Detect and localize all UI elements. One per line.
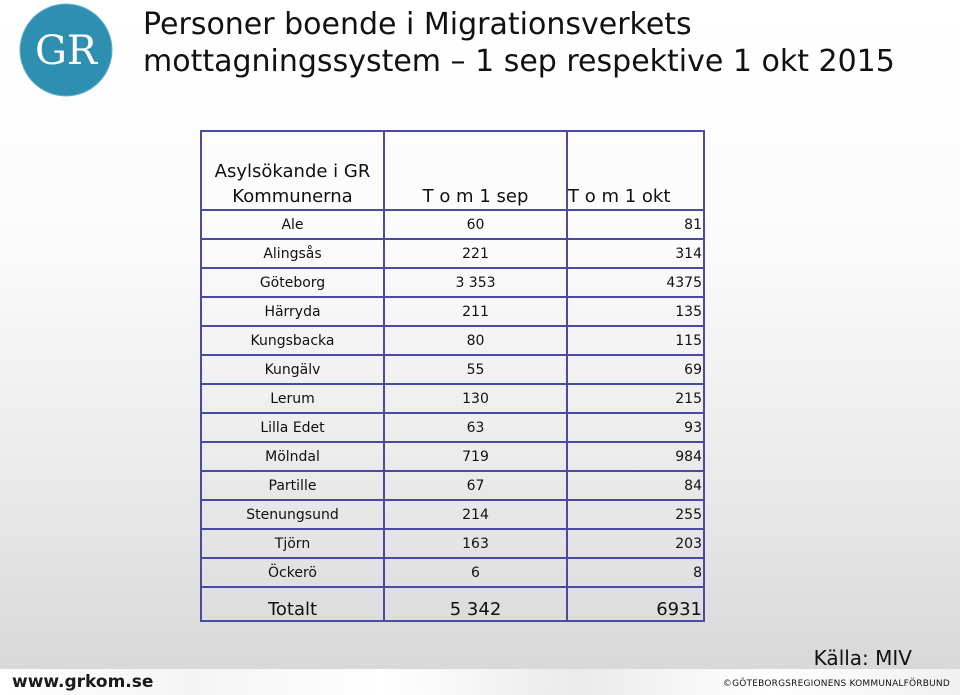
value-sep-cell: 6 — [383, 557, 568, 588]
table-row: Kungälv 55 69 — [200, 354, 705, 385]
column-header-okt: T o m 1 okt — [566, 130, 705, 211]
value-okt-cell: 203 — [566, 528, 705, 559]
value-sep-cell: 221 — [383, 238, 568, 269]
logo-text: GR — [35, 28, 99, 74]
value-okt-cell: 314 — [566, 238, 705, 269]
municipality-cell: Alingsås — [200, 238, 385, 269]
table-row: Härryda 211 135 — [200, 296, 705, 327]
page-title: Personer boende i Migrationsverkets mott… — [143, 7, 895, 79]
source-label: Källa: MIV — [813, 646, 912, 670]
total-row: Totalt 5 342 6931 — [200, 586, 705, 622]
value-okt-cell: 81 — [566, 209, 705, 240]
municipality-cell: Härryda — [200, 296, 385, 327]
table-row: Öckerö 6 8 — [200, 557, 705, 588]
value-okt-cell: 115 — [566, 325, 705, 356]
value-okt-cell: 215 — [566, 383, 705, 414]
table-row: Mölndal 719 984 — [200, 441, 705, 472]
value-okt-cell: 984 — [566, 441, 705, 472]
municipality-cell: Göteborg — [200, 267, 385, 298]
footer-bar: www.grkom.se ©GÖTEBORGSREGIONENS KOMMUNA… — [0, 669, 960, 695]
value-sep-cell: 214 — [383, 499, 568, 530]
value-okt-cell: 4375 — [566, 267, 705, 298]
table-row: Stenungsund 214 255 — [200, 499, 705, 530]
value-sep-cell: 719 — [383, 441, 568, 472]
organization-copyright: ©GÖTEBORGSREGIONENS KOMMUNALFÖRBUND — [722, 679, 950, 689]
value-okt-cell: 135 — [566, 296, 705, 327]
total-sep-cell: 5 342 — [383, 586, 568, 622]
value-sep-cell: 130 — [383, 383, 568, 414]
table-row: Lilla Edet 63 93 — [200, 412, 705, 443]
municipality-cell: Tjörn — [200, 528, 385, 559]
value-okt-cell: 84 — [566, 470, 705, 501]
municipality-cell: Ale — [200, 209, 385, 240]
value-okt-cell: 255 — [566, 499, 705, 530]
column-header-kommun: Asylsökande i GR Kommunerna — [200, 130, 385, 211]
municipality-cell: Mölndal — [200, 441, 385, 472]
value-sep-cell: 55 — [383, 354, 568, 385]
table-row: Alingsås 221 314 — [200, 238, 705, 269]
total-okt-cell: 6931 — [566, 586, 705, 622]
asylum-table: Asylsökande i GR Kommunerna T o m 1 sep … — [200, 130, 705, 622]
value-sep-cell: 163 — [383, 528, 568, 559]
gr-logo: GR — [19, 3, 113, 97]
table-row: Göteborg 3 353 4375 — [200, 267, 705, 298]
value-sep-cell: 67 — [383, 470, 568, 501]
value-sep-cell: 63 — [383, 412, 568, 443]
municipality-cell: Lerum — [200, 383, 385, 414]
value-sep-cell: 3 353 — [383, 267, 568, 298]
municipality-cell: Kungsbacka — [200, 325, 385, 356]
value-sep-cell: 211 — [383, 296, 568, 327]
column-header-sep: T o m 1 sep — [383, 130, 568, 211]
value-sep-cell: 60 — [383, 209, 568, 240]
value-okt-cell: 8 — [566, 557, 705, 588]
value-okt-cell: 69 — [566, 354, 705, 385]
table-header-row: Asylsökande i GR Kommunerna T o m 1 sep … — [200, 130, 705, 211]
table-row: Lerum 130 215 — [200, 383, 705, 414]
municipality-cell: Öckerö — [200, 557, 385, 588]
municipality-cell: Partille — [200, 470, 385, 501]
value-okt-cell: 93 — [566, 412, 705, 443]
table-row: Tjörn 163 203 — [200, 528, 705, 559]
municipality-cell: Stenungsund — [200, 499, 385, 530]
value-sep-cell: 80 — [383, 325, 568, 356]
municipality-cell: Lilla Edet — [200, 412, 385, 443]
municipality-cell: Kungälv — [200, 354, 385, 385]
total-label-cell: Totalt — [200, 586, 385, 622]
website-link[interactable]: www.grkom.se — [12, 672, 154, 692]
table-row: Ale 60 81 — [200, 209, 705, 240]
table-row: Partille 67 84 — [200, 470, 705, 501]
table-row: Kungsbacka 80 115 — [200, 325, 705, 356]
